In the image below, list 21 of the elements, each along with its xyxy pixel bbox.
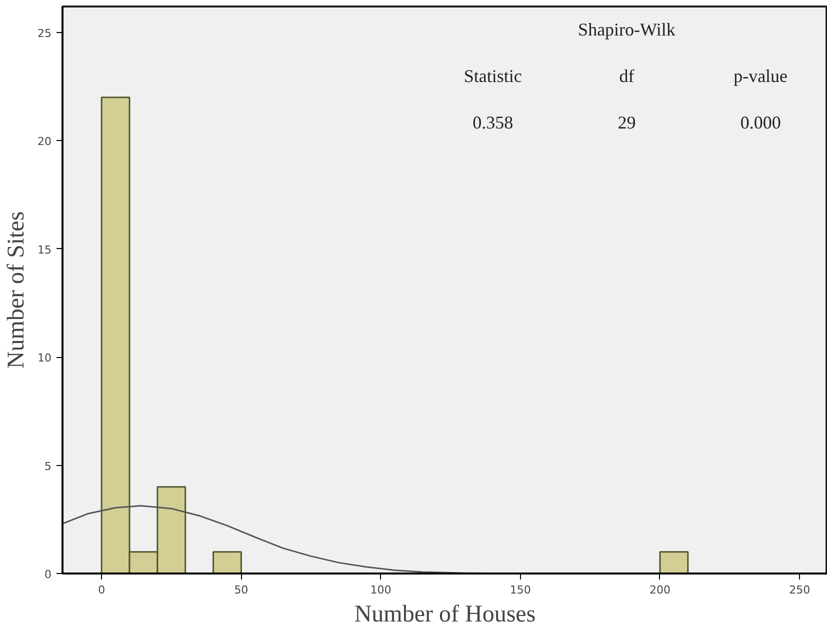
annotation: Statistic [464,66,522,86]
annotation: Shapiro-Wilk [578,20,676,40]
y-axis-title: Number of Sites [4,211,30,369]
x-tick-label: 100 [370,584,392,596]
x-tick-label: 250 [789,584,810,596]
x-tick-label: 50 [234,584,248,596]
x-tick-label: 200 [649,584,670,596]
annotation: 29 [618,112,636,132]
y-tick-label: 15 [38,243,52,256]
annotation: p-value [734,66,788,86]
y-tick-label: 0 [44,568,52,581]
y-tick-label: 10 [38,352,52,365]
x-tick-label: 0 [98,584,106,596]
y-tick-label: 25 [38,26,52,40]
annotation: 0.358 [472,112,514,132]
y-tick-label: 5 [44,460,52,473]
x-axis-title: Number of Houses [354,602,536,628]
x-tick-label: 150 [510,584,531,596]
annotation: 0.000 [740,112,781,132]
annotation: df [619,66,634,86]
y-tick-label: 20 [38,135,52,148]
